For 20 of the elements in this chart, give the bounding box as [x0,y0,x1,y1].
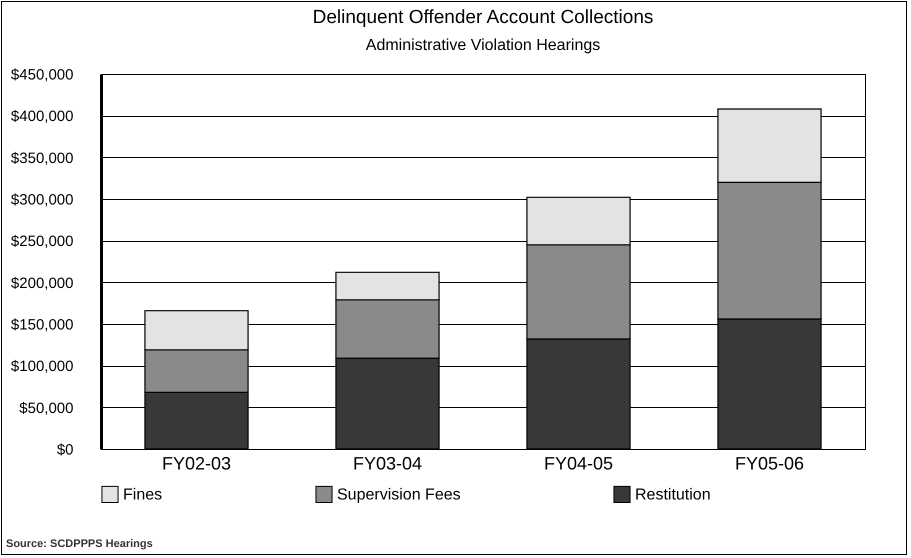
y-tick-label: $400,000 [10,108,74,126]
y-tick-label: $0 [56,442,74,458]
x-tick-label: FY04-05 [544,454,614,474]
y-tick-label: $250,000 [10,233,74,250]
x-tick-label: FY02-03 [162,454,232,474]
chart-title: Delinquent Offender Account Collections [312,7,654,28]
y-tick-label: $450,000 [10,66,74,84]
source-note: Source: SCDPPPS Hearings [6,538,153,550]
legend-label: Restitution [635,486,711,504]
legend-label: Fines [123,486,162,504]
chart-subtitle: Administrative Violation Hearings [366,37,600,54]
y-tick-label: $200,000 [10,274,74,292]
y-tick-label: $150,000 [10,316,74,334]
x-tick-label: FY03-04 [352,454,422,474]
legend-label: Supervision Fees [337,486,461,504]
y-tick-label: $50,000 [19,400,74,417]
y-tick-label: $300,000 [10,192,74,208]
y-tick-label: $350,000 [10,150,74,167]
x-tick-label: FY05-06 [734,454,804,474]
y-tick-label: $100,000 [10,358,74,376]
